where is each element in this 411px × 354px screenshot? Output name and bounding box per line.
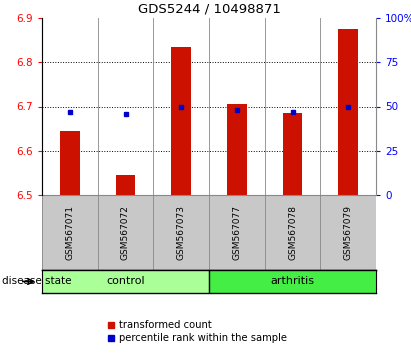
Bar [42,270,209,293]
Bar [338,29,358,195]
Text: GSM567073: GSM567073 [177,205,186,260]
Text: disease state: disease state [2,276,72,286]
Text: GSM567071: GSM567071 [65,205,74,260]
Text: GSM567072: GSM567072 [121,205,130,260]
Bar [116,175,135,195]
Text: GSM567077: GSM567077 [232,205,241,260]
Legend: transformed count, percentile rank within the sample: transformed count, percentile rank withi… [104,316,291,347]
Text: arthritis: arthritis [270,276,314,286]
Bar [171,47,191,195]
Text: GSM567079: GSM567079 [344,205,353,260]
Bar [60,131,80,195]
Bar [209,270,376,293]
Text: control: control [106,276,145,286]
Bar [227,104,247,195]
Bar [283,113,302,195]
Text: GSM567078: GSM567078 [288,205,297,260]
Title: GDS5244 / 10498871: GDS5244 / 10498871 [138,2,280,16]
